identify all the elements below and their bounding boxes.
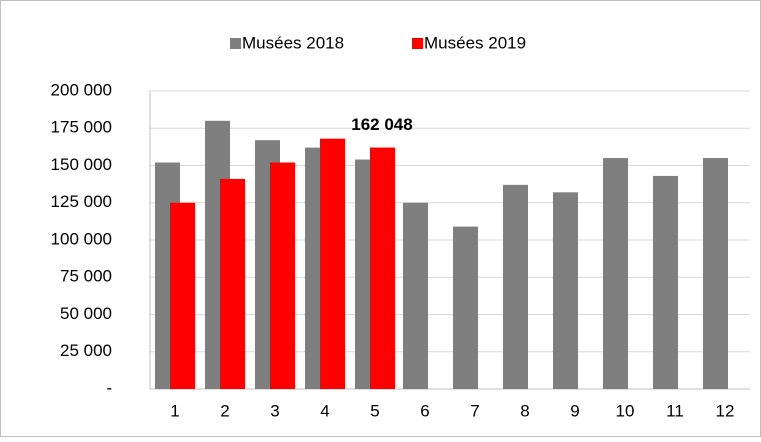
- x-tick-label: 11: [666, 401, 684, 420]
- y-tick-label: 175 000: [51, 118, 112, 137]
- bar: [503, 184, 528, 389]
- x-tick-label: 2: [220, 401, 229, 420]
- y-tick-label: 50 000: [60, 304, 112, 323]
- data-label: 162 048: [351, 115, 412, 134]
- x-tick-label: 10: [616, 401, 635, 420]
- bar: [320, 138, 345, 389]
- y-tick-label: 25 000: [60, 341, 112, 360]
- bar: [170, 202, 195, 389]
- legend-swatch: [412, 38, 423, 49]
- x-tick-label: 12: [716, 401, 735, 420]
- y-tick-label: 75 000: [60, 267, 112, 286]
- bar: [403, 202, 428, 389]
- bar: [270, 162, 295, 389]
- x-tick-label: 7: [470, 401, 479, 420]
- bar: [553, 192, 578, 389]
- y-tick-label: 100 000: [51, 229, 112, 248]
- legend-label: Musées 2018: [242, 33, 344, 52]
- y-tick-label: -: [106, 378, 112, 397]
- bar: [453, 226, 478, 389]
- x-tick-label: 1: [170, 401, 179, 420]
- legend-label: Musées 2019: [424, 33, 526, 52]
- x-tick-label: 8: [520, 401, 529, 420]
- bar: [370, 147, 395, 389]
- y-tick-label: 200 000: [51, 80, 112, 99]
- x-tick-label: 3: [270, 401, 279, 420]
- bar: [653, 175, 678, 389]
- bar: [603, 158, 628, 389]
- bar: [220, 178, 245, 389]
- x-tick-label: 9: [570, 401, 579, 420]
- x-tick-label: 5: [370, 401, 379, 420]
- legend-swatch: [230, 38, 241, 49]
- x-tick-label: 6: [420, 401, 429, 420]
- y-tick-label: 125 000: [51, 192, 112, 211]
- bar: [703, 158, 728, 389]
- x-tick-label: 4: [320, 401, 329, 420]
- y-tick-label: 150 000: [51, 155, 112, 174]
